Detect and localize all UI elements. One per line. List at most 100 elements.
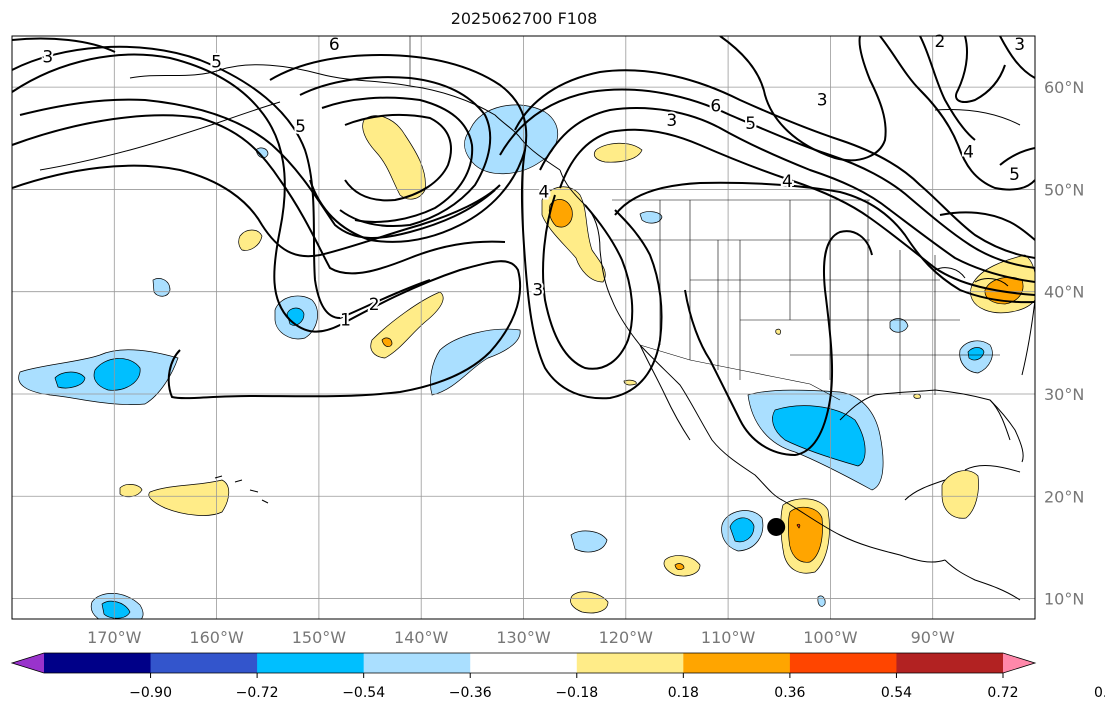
latitude-tick-label: 10°N <box>1044 590 1084 609</box>
negative-anomaly-southeast-us-core <box>967 347 985 361</box>
positive-anomaly-pnw-coast <box>541 186 606 283</box>
us-east-coast <box>1021 299 1035 376</box>
colorbar: −0.90 −0.72 −0.54 −0.36 −0.18 0.18 0.36 0.54 0.7… <box>10 652 1105 701</box>
colorbar-extend-high <box>1003 653 1035 673</box>
contour-label: 4 <box>782 172 793 192</box>
contour-label: 1 <box>340 310 351 330</box>
contour-line-7 <box>299 76 492 228</box>
contour-label: 3 <box>666 111 677 131</box>
latitude-tick-label: 60°N <box>1044 78 1084 97</box>
latitude-labels: 60°N 50°N 40°N 30°N 20°N 10°N <box>1044 78 1084 608</box>
yucatan <box>904 479 946 501</box>
colorbar-tick-label: −0.90 <box>129 685 172 701</box>
negative-anomaly-yucatan-tiny <box>817 595 826 607</box>
colorbar-segment <box>683 653 791 673</box>
contour-line-24 <box>939 211 1035 241</box>
positive-anomaly-canada <box>593 142 643 163</box>
positive-anomaly-epac-core <box>787 506 823 563</box>
negative-anomaly-epac-core <box>729 517 755 543</box>
alaska-coastline <box>129 64 561 171</box>
colorbar-outline <box>10 652 1037 674</box>
contour-label: 3 <box>532 281 543 301</box>
contour-line-13 <box>559 128 1035 296</box>
colorbar-segment <box>470 653 578 673</box>
colorbar-tick-label: 0.18 <box>668 685 699 701</box>
colorbar-segment <box>576 653 684 673</box>
contour-label: 6 <box>710 97 721 117</box>
colorbar-tick-label: −0.18 <box>555 685 598 701</box>
hawaiian-islands <box>214 475 269 504</box>
colorbar-tick-label: −0.36 <box>449 685 492 701</box>
positive-anomaly-caribbean <box>941 470 979 519</box>
negative-anomaly-subtropical-mid <box>430 328 521 396</box>
contour-line-15 <box>520 149 663 400</box>
negative-anomaly-alaska-tiny <box>255 147 269 159</box>
colorbar-segment <box>150 653 258 673</box>
negative-anomaly-open-pacific <box>570 530 608 553</box>
map-frame <box>11 35 1036 620</box>
longitude-tick-label: 90°W <box>911 628 955 647</box>
positive-anomaly-gulf-alaska-west <box>362 115 426 200</box>
contour-label: 4 <box>539 182 550 202</box>
negative-anomaly-bc-small <box>639 211 663 224</box>
longitude-labels: 170°W 160°W 150°W 140°W 130°W 120°W 110°W 100°W… <box>87 628 955 647</box>
contour-line-25 <box>12 37 116 53</box>
contour-line-9 <box>344 113 452 202</box>
longitude-tick-label: 100°W <box>803 628 858 647</box>
colorbar-segment <box>896 653 1004 673</box>
longitude-tick-label: 110°W <box>701 628 756 647</box>
contour-line-10 <box>514 69 1035 259</box>
colorbar-segment <box>363 653 471 673</box>
colorbar-tick-label: 0.36 <box>774 685 805 701</box>
positive-anomaly-open-pacific-core <box>674 563 685 571</box>
contour-line-21 <box>955 36 1006 103</box>
contour-line-1 <box>12 53 522 400</box>
contour-line-23 <box>999 147 1035 166</box>
contour-label: 2 <box>934 32 945 52</box>
positive-anomaly-hawaii-west <box>238 229 263 251</box>
contour-line-20 <box>919 36 976 141</box>
colorbar-ticks: −0.90 −0.72 −0.54 −0.36 −0.18 0.18 0.36 0.54 0.7… <box>129 673 1105 701</box>
negative-anomaly-great-lakes <box>889 318 909 333</box>
longitude-tick-label: 130°W <box>496 628 551 647</box>
positive-anomaly-texas-dot <box>775 328 781 335</box>
colorbar-segment <box>789 653 897 673</box>
contour-line-2 <box>12 45 431 320</box>
colorbar-segment <box>44 653 152 673</box>
longitude-tick-label: 160°W <box>189 628 244 647</box>
contour-line-16 <box>614 181 1035 304</box>
colorbar-extend-low <box>12 653 44 673</box>
contour-label: 5 <box>745 114 756 134</box>
contour-label: 3 <box>1014 35 1025 55</box>
negative-anomaly-southwest-core <box>101 600 131 619</box>
us-mexico-border <box>639 344 841 401</box>
colorbar-tick-label: 0.72 <box>987 685 1018 701</box>
contour-label: 4 <box>963 143 974 163</box>
colorbar-tick-label: 0.90 <box>1094 685 1105 701</box>
contour-label: 5 <box>211 53 222 73</box>
latitude-tick-label: 30°N <box>1044 385 1084 404</box>
baja-california <box>639 344 691 441</box>
contour-line-6 <box>269 53 528 243</box>
negative-anomaly-subtropical-west-core <box>93 358 141 391</box>
positive-anomaly-hawaii-small <box>119 484 143 498</box>
storm-center-marker <box>767 517 786 536</box>
colorbar-segments <box>12 653 1035 673</box>
contours <box>12 36 1035 457</box>
contour-label: 5 <box>1009 165 1020 185</box>
anomaly-shading <box>18 104 1035 619</box>
contour-line-14 <box>542 194 634 370</box>
longitude-tick-label: 150°W <box>292 628 347 647</box>
contour-line-4 <box>12 164 501 258</box>
contour-label: 3 <box>817 90 828 110</box>
contour-label: 2 <box>369 295 380 315</box>
contour-line-3 <box>12 114 506 275</box>
north-america-west-coast <box>559 169 946 563</box>
positive-anomaly-gulf-dot <box>913 393 921 399</box>
positive-anomaly-subtropical-core <box>381 337 393 347</box>
negative-anomaly-hawaii-north <box>152 278 171 297</box>
contour-line-19 <box>879 36 1035 191</box>
colorbar-tick-label: 0.54 <box>881 685 912 701</box>
